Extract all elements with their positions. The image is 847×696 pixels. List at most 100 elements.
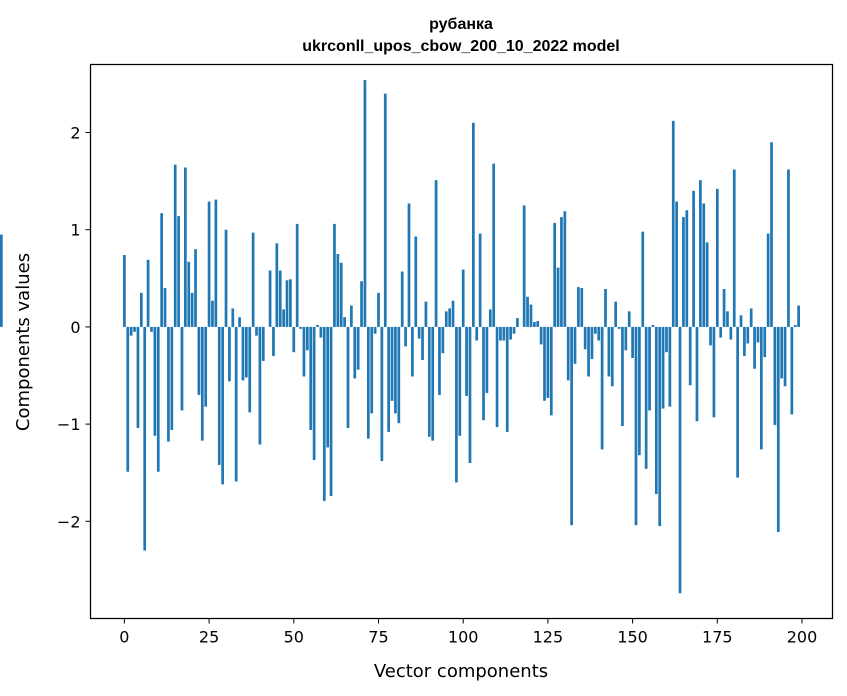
bar [234,326,238,482]
bar [241,326,245,381]
bar [756,326,760,343]
bar [488,309,492,327]
bar [339,262,343,327]
bar [549,326,553,416]
bar [617,326,621,329]
bar [255,326,258,336]
bar [211,300,214,327]
bar [163,288,167,327]
bar [139,292,143,327]
bar [207,201,211,327]
bar [753,326,756,369]
bar [709,326,712,346]
bar [749,308,753,327]
bar [766,233,770,327]
bar [309,326,313,430]
bar [275,243,279,327]
bar [783,326,787,387]
bar [590,326,594,359]
bar [780,326,784,379]
bar [526,296,529,327]
bar [228,326,231,382]
bar [305,326,309,351]
bar [441,326,445,354]
bar [343,317,346,327]
bar [732,169,736,327]
x-tick-label: 150 [617,628,648,647]
bar [133,326,136,332]
bar [715,188,719,327]
bar [448,308,451,327]
bar [665,326,668,353]
bar [136,326,140,428]
bar [688,326,692,386]
bar [638,326,641,456]
bar [499,326,502,341]
bar [668,326,672,407]
bar [272,326,275,357]
bar [173,164,177,327]
bar [190,292,194,327]
bar [790,326,794,415]
bar [238,317,241,327]
bar [363,80,367,327]
bar [346,326,350,428]
bar [759,326,763,450]
bar [776,326,780,532]
bar [675,201,678,327]
bar [661,326,665,409]
bar [495,326,499,428]
bar [387,326,391,432]
bar [377,292,380,327]
bar [678,326,682,594]
bar [505,326,509,432]
bar [417,326,421,339]
bar [353,326,357,379]
bar [204,326,208,407]
bar [123,255,126,327]
bar [167,326,170,442]
bar [600,326,604,450]
bar [793,324,797,327]
bar [729,326,733,340]
x-tick-label: 75 [368,628,388,647]
bar [539,326,543,345]
bar [424,301,428,327]
x-tick-label: 125 [533,628,564,647]
bar [411,326,414,377]
bar [366,326,370,439]
bar [736,326,739,478]
bar [726,311,729,327]
bar [160,213,164,327]
bar [397,326,401,424]
bar [278,270,282,327]
plot-area-frame [89,63,834,620]
chart-subtitle: ukrconll_upos_cbow_200_10_2022 model [302,38,619,55]
bar [214,199,218,327]
bar [743,326,746,357]
bar [187,261,191,327]
bar [472,122,475,327]
bar [627,311,631,327]
bar [468,326,472,463]
y-tick-label: 2 [70,124,80,143]
bar [478,233,482,327]
bar [516,318,519,327]
bar [739,315,743,327]
bar [251,232,255,327]
bar [621,326,624,427]
bar [319,326,323,338]
bar [658,326,662,527]
bar [336,254,340,327]
bar [705,242,709,327]
bar [699,180,702,327]
bar [492,163,496,327]
bar [390,326,394,401]
bar [597,326,601,341]
bar [322,326,326,501]
bar [268,270,272,327]
bar [722,289,726,327]
bar [373,326,377,334]
bar [654,326,658,495]
